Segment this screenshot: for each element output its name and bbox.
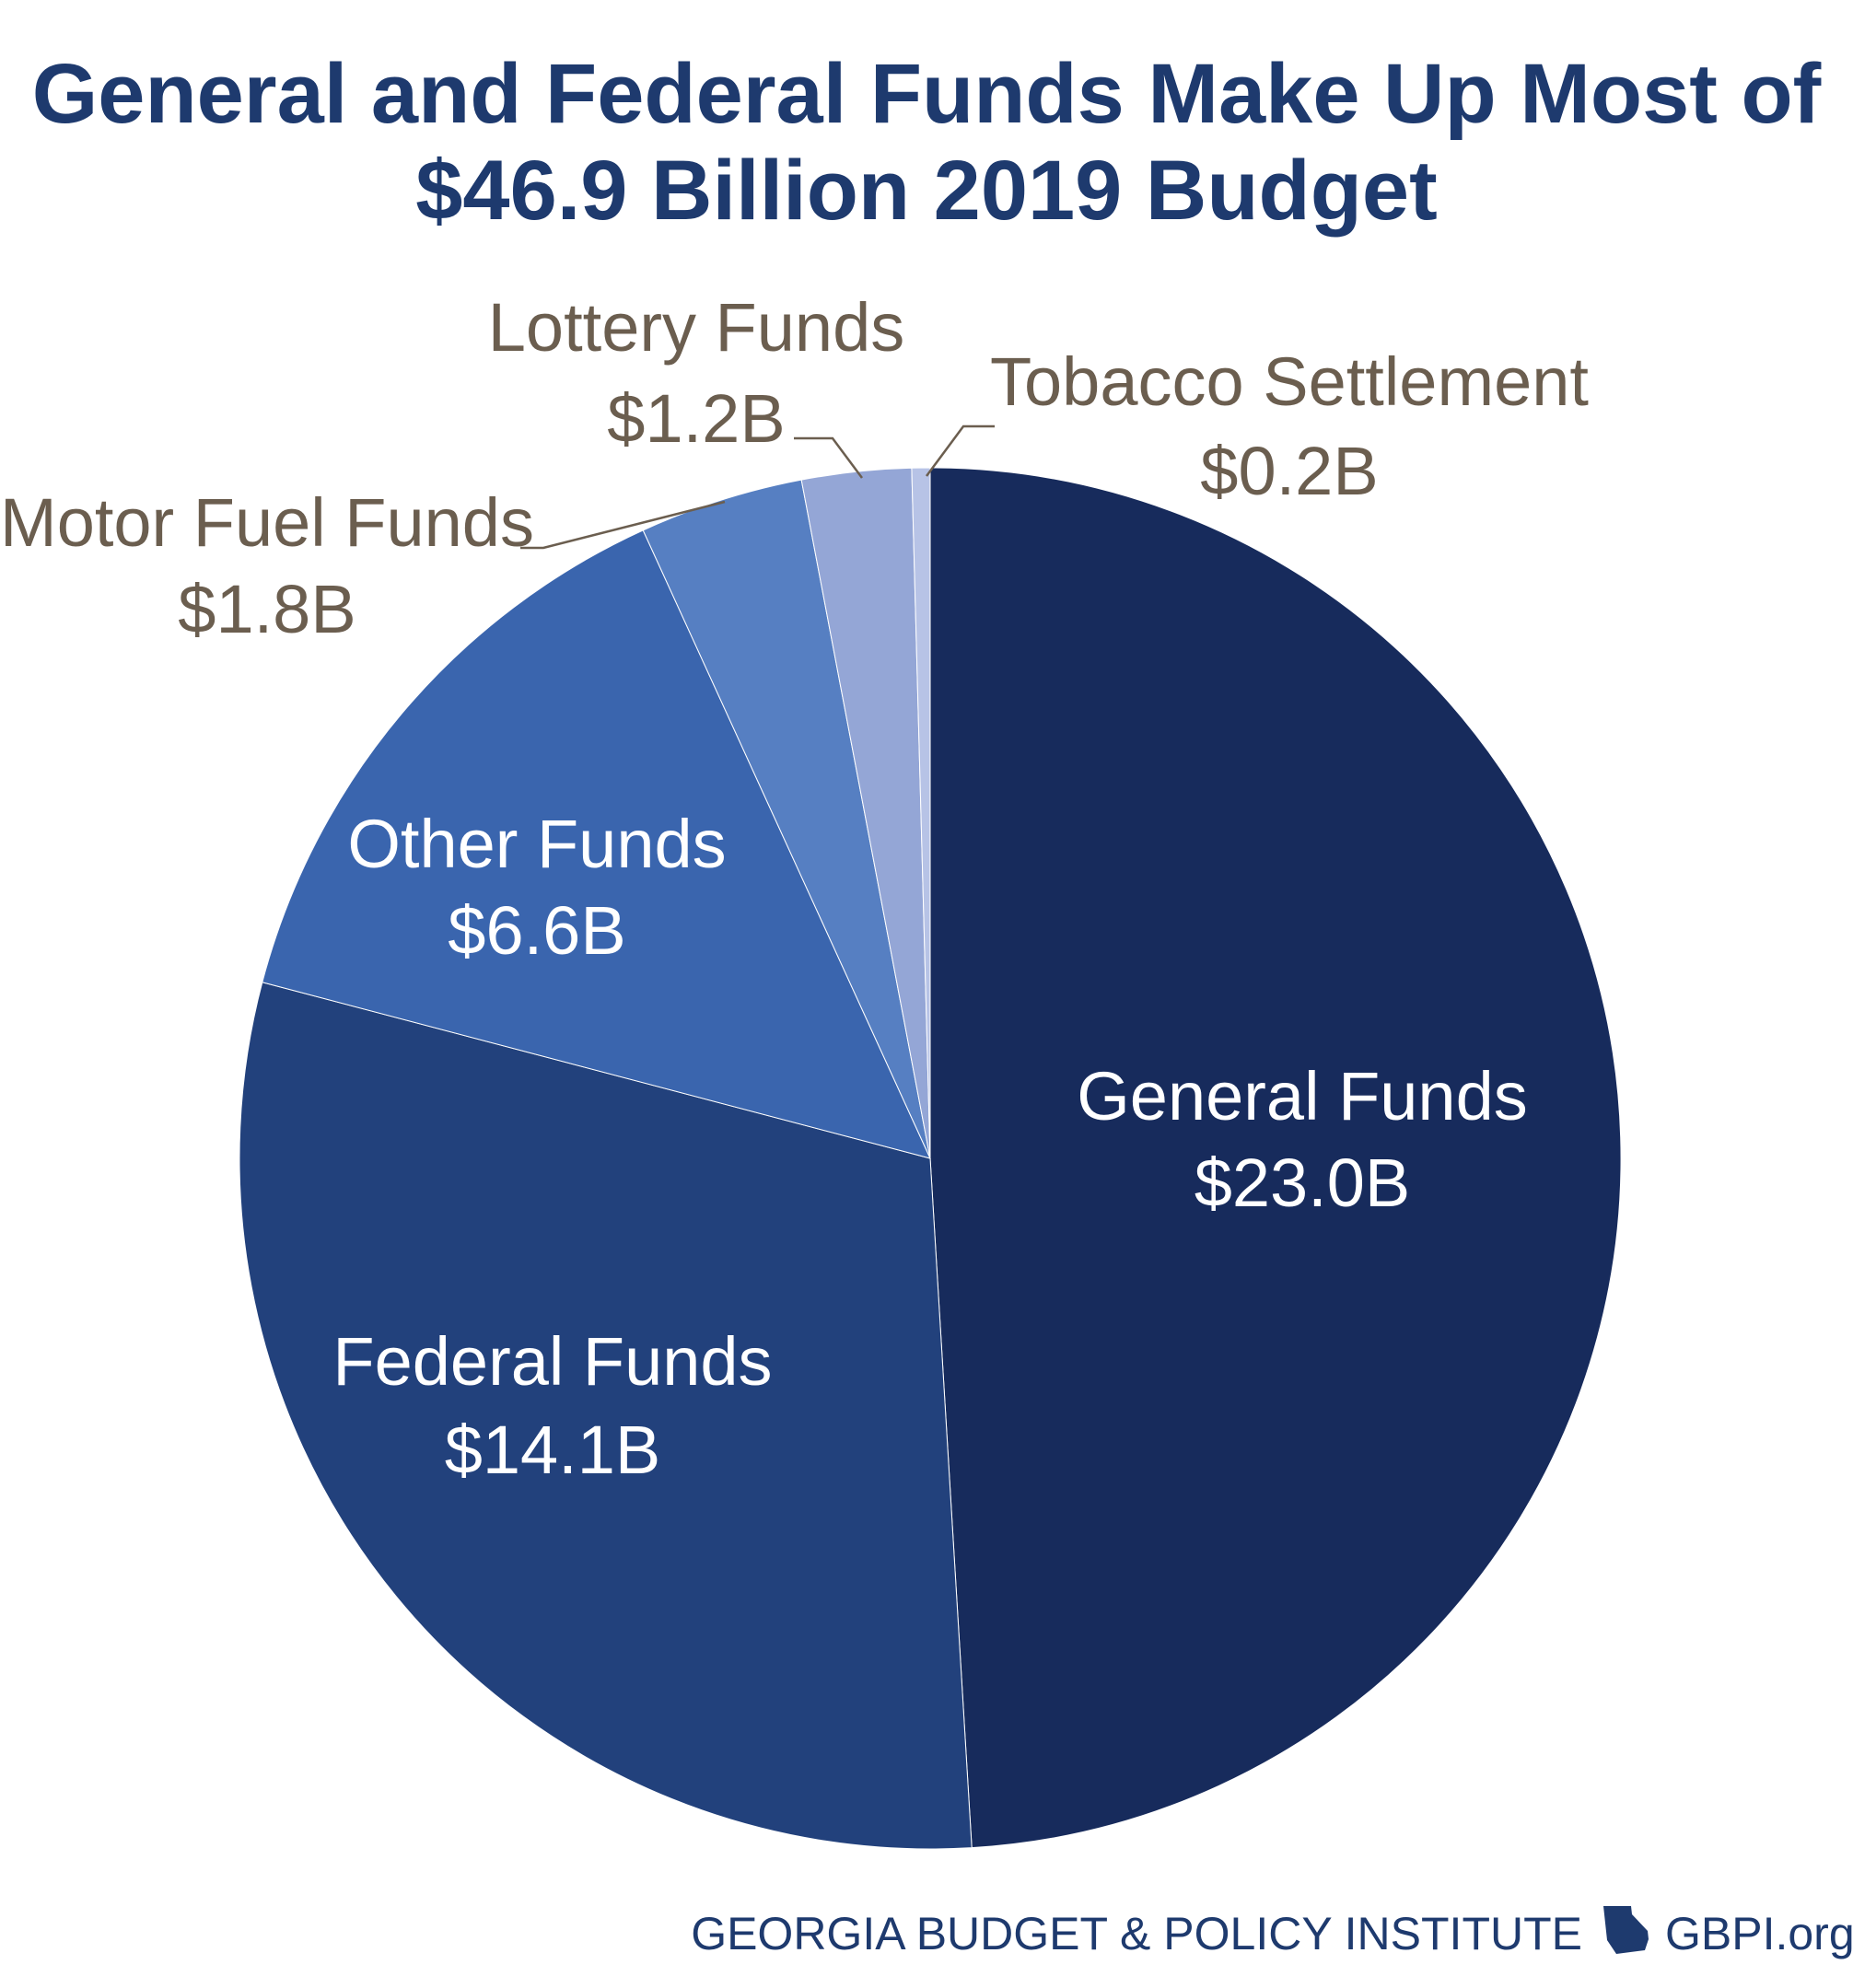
leader-line-tobacco xyxy=(925,424,995,477)
footer-org-name: GEORGIA BUDGET & POLICY INSTITUTE xyxy=(691,1908,1582,1959)
label-general-value: $23.0B xyxy=(1195,1145,1411,1221)
leader-lines xyxy=(520,424,995,550)
label-federal-value: $14.1B xyxy=(445,1412,661,1488)
footer-site: GBPI.org xyxy=(1665,1908,1853,1959)
label-other-name: Other Funds xyxy=(347,806,726,882)
leader-line-lottery xyxy=(794,436,864,479)
label-tobacco-value: $0.2B xyxy=(1200,433,1378,509)
label-motor-name: Motor Fuel Funds xyxy=(0,484,534,561)
pie-slice-other xyxy=(262,529,931,1159)
label-lottery-name: Lottery Funds xyxy=(488,289,904,366)
label-federal-name: Federal Funds xyxy=(332,1323,772,1400)
pie-slice-tobacco xyxy=(911,467,931,1159)
pie-slices xyxy=(239,467,1622,1850)
pie-slice-general xyxy=(929,467,1622,1849)
label-tobacco-name: Tobacco Settlement xyxy=(990,343,1589,420)
label-other-value: $6.6B xyxy=(448,892,625,969)
chart-title-line-2: $46.9 Billion 2019 Budget xyxy=(415,144,1437,238)
label-motor-value: $1.8B xyxy=(178,571,355,647)
chart-title-line-1: General and Federal Funds Make Up Most o… xyxy=(32,47,1822,141)
label-general-name: General Funds xyxy=(1077,1058,1528,1134)
pie-slice-federal xyxy=(239,982,973,1850)
leader-line-motor xyxy=(520,500,726,550)
georgia-state-icon xyxy=(1603,1906,1649,1954)
label-lottery-value: $1.2B xyxy=(607,380,785,457)
